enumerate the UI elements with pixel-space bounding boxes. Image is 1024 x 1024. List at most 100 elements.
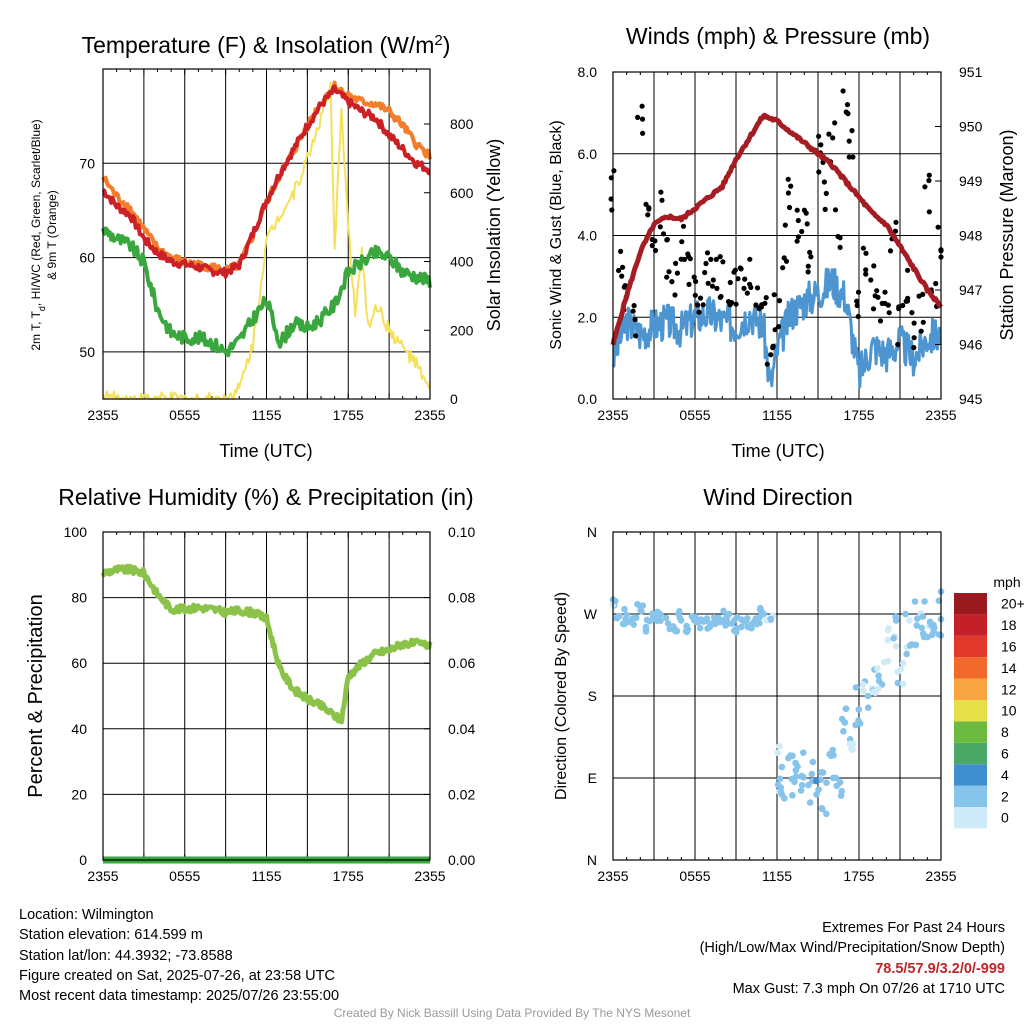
xtick-label-2-3: 1755 <box>843 407 874 423</box>
direction-point <box>756 606 764 613</box>
xtick-label-4-3: 1755 <box>843 868 874 884</box>
gust-point <box>710 277 716 283</box>
ytick-left-2-2: 4.0 <box>578 228 598 244</box>
gust-point <box>900 302 906 309</box>
direction-point <box>623 611 630 619</box>
gust-point <box>855 289 862 295</box>
max-gust-text: Max Gust: 7.3 mph On 07/26 at 1710 UTC <box>732 980 1005 997</box>
gust-point <box>882 300 888 307</box>
direction-point <box>930 627 937 634</box>
gust-point <box>633 333 639 339</box>
direction-point <box>894 679 902 687</box>
gust-point <box>845 111 851 117</box>
legend-label-2: 4 <box>1001 767 1009 783</box>
elevation-text: Station elevation: 614.599 m <box>19 927 203 944</box>
gust-point <box>794 238 800 244</box>
legend-label-5: 10 <box>1001 703 1017 719</box>
gust-point <box>660 231 667 237</box>
series-line-red <box>101 84 431 279</box>
credit-text: Created By Nick Bassill Using Data Provi… <box>333 1006 691 1020</box>
plot-border-1 <box>102 68 431 400</box>
ytick-left-2-0: 0.0 <box>578 391 598 407</box>
title-superscript: 2 <box>434 32 442 49</box>
direction-point <box>823 779 830 786</box>
direction-point <box>720 607 727 615</box>
direction-point <box>760 610 767 618</box>
direction-point <box>797 787 805 794</box>
gust-point <box>854 302 860 309</box>
direction-point <box>906 617 913 624</box>
ytick-left-4-1: E <box>588 770 597 786</box>
direction-point <box>621 605 628 613</box>
legend-label-4: 8 <box>1001 724 1009 740</box>
direction-point <box>852 684 860 691</box>
gust-point <box>909 310 915 316</box>
direction-point <box>912 641 919 649</box>
gust-point <box>808 254 814 260</box>
xtick-label-1-2: 1155 <box>251 407 281 423</box>
ytick-left-3-3: 60 <box>71 655 87 671</box>
ytick-right-1-4: 800 <box>450 116 474 132</box>
xtick-label-3-3: 1755 <box>333 868 364 884</box>
gust-point <box>632 316 638 323</box>
gust-point <box>692 292 698 298</box>
gust-point <box>794 207 800 213</box>
gust-point <box>799 228 805 235</box>
gust-point <box>860 245 867 251</box>
direction-point <box>897 666 905 673</box>
direction-point <box>737 623 745 631</box>
direction-point <box>800 774 807 781</box>
direction-point <box>732 629 740 636</box>
extremes-subtitle: (High/Low/Max Wind/Precipitation/Snow De… <box>699 940 1005 957</box>
gust-point <box>754 285 761 291</box>
direction-point <box>930 621 937 629</box>
gust-point <box>717 294 723 300</box>
gust-point <box>805 263 811 269</box>
xtick-label-2-4: 2355 <box>925 407 956 423</box>
direction-point <box>884 626 892 634</box>
gust-point <box>611 168 617 174</box>
direction-point <box>789 792 796 799</box>
series-line-wind <box>611 267 942 389</box>
legend-label-0: 0 <box>1001 810 1009 826</box>
direction-point <box>864 704 872 711</box>
ytick-left-3-5: 100 <box>64 524 88 540</box>
gust-point <box>875 294 881 300</box>
gust-point <box>823 190 829 196</box>
ytick-right-3-1: 0.02 <box>448 786 475 802</box>
chart-title-1: Temperature (F) & Insolation (W/m2) <box>82 32 451 59</box>
gust-point <box>926 172 932 178</box>
direction-points <box>609 588 945 818</box>
extremes-title: Extremes For Past 24 Hours <box>822 920 1005 936</box>
direction-point <box>776 775 784 783</box>
legend-swatch-4 <box>954 721 987 743</box>
xtick-label-2-0: 2355 <box>597 407 628 423</box>
direction-point <box>921 598 928 605</box>
gust-point <box>737 265 743 271</box>
direction-point <box>777 788 785 796</box>
created-text: Figure created on Sat, 2025-07-26, at 23… <box>19 967 335 984</box>
direction-point <box>748 624 755 632</box>
direction-point <box>778 763 786 771</box>
direction-point <box>703 615 711 622</box>
gust-point <box>686 281 692 287</box>
chart-title-4: Wind Direction <box>703 484 853 510</box>
ylabel-right-1: Solar Insolation (Yellow) <box>484 139 504 331</box>
xlabel-1: Time (UTC) <box>219 441 312 461</box>
direction-point <box>805 781 812 789</box>
gust-point <box>645 212 651 218</box>
direction-point <box>642 626 650 634</box>
ytick-left-4-2: S <box>588 688 597 704</box>
legend-swatch-9 <box>954 614 987 636</box>
gust-point <box>771 292 777 298</box>
direction-point <box>813 791 820 798</box>
gust-point <box>681 256 688 262</box>
direction-point <box>785 754 792 762</box>
xtick-label-1-3: 1755 <box>333 407 364 423</box>
gust-point <box>785 190 792 196</box>
series-line-yellow <box>102 81 431 400</box>
gust-point <box>832 120 838 126</box>
ytick-right-1-2: 400 <box>450 254 474 270</box>
direction-point <box>918 624 926 632</box>
direction-point <box>842 705 850 712</box>
